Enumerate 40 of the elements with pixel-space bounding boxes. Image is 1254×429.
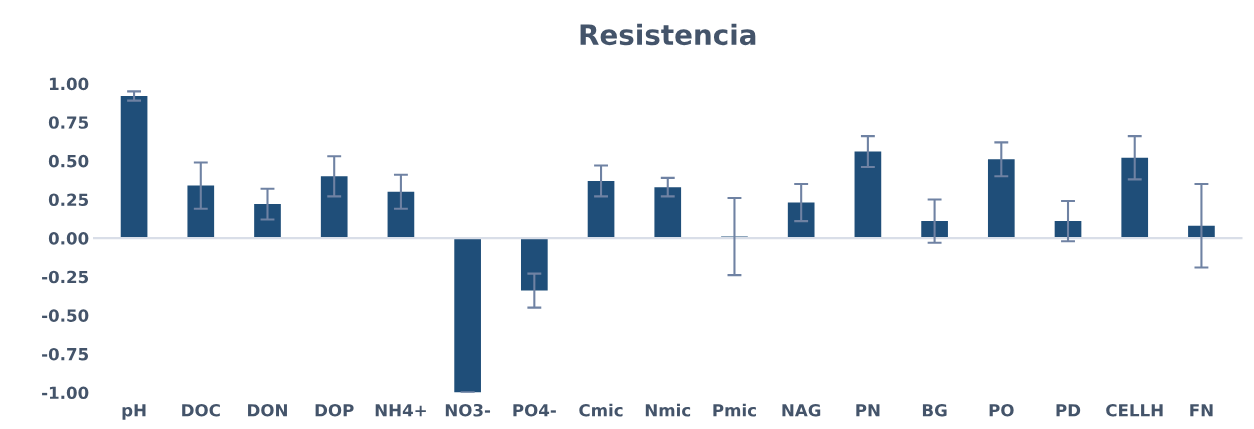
x-tick-label: NO3- [445,403,491,417]
x-tick-label: PO [989,403,1014,417]
x-tick-label: pH [122,404,146,420]
bar [654,187,682,239]
y-tick-label: 1.00 [49,77,89,91]
bar [587,180,615,239]
x-tick-label: Nmic [645,403,691,417]
y-tick-label: -1.00 [42,386,89,400]
bar [454,238,481,393]
bar [187,185,215,239]
bar [1121,157,1149,239]
x-tick-label: DOP [315,403,354,417]
x-tick-label: PO4- [513,403,556,417]
y-tick-label: -0.75 [42,347,89,361]
x-tick-label: NAG [782,403,821,417]
x-tick-label: Cmic [579,403,623,417]
x-tick-label: CELLH [1106,403,1163,417]
x-tick-label: Pmic [713,403,756,417]
x-tick-label: BG [922,403,947,417]
bar [254,204,281,239]
x-tick-label: DON [248,403,287,417]
bar [320,176,348,239]
chart-title: Resistencia [580,23,756,46]
x-tick-label: NH4+ [375,404,426,417]
x-tick-label: DOC [182,403,220,417]
x-tick-label: PD [1056,404,1081,417]
bar [987,159,1015,239]
y-tick-label: -0.25 [42,270,89,284]
x-tick-label: PN [856,404,880,417]
x-tick-label: FN [1190,404,1213,417]
bar [854,151,882,239]
y-tick-label: 0.00 [48,232,89,245]
y-tick-label: -0.50 [42,309,89,322]
bar [120,96,148,239]
bar [520,238,548,291]
y-tick-label: 0.75 [48,116,89,129]
bar [387,191,415,239]
y-tick-label: 0.25 [48,193,89,207]
y-tick-label: 0.50 [48,154,89,168]
bar [787,202,815,239]
